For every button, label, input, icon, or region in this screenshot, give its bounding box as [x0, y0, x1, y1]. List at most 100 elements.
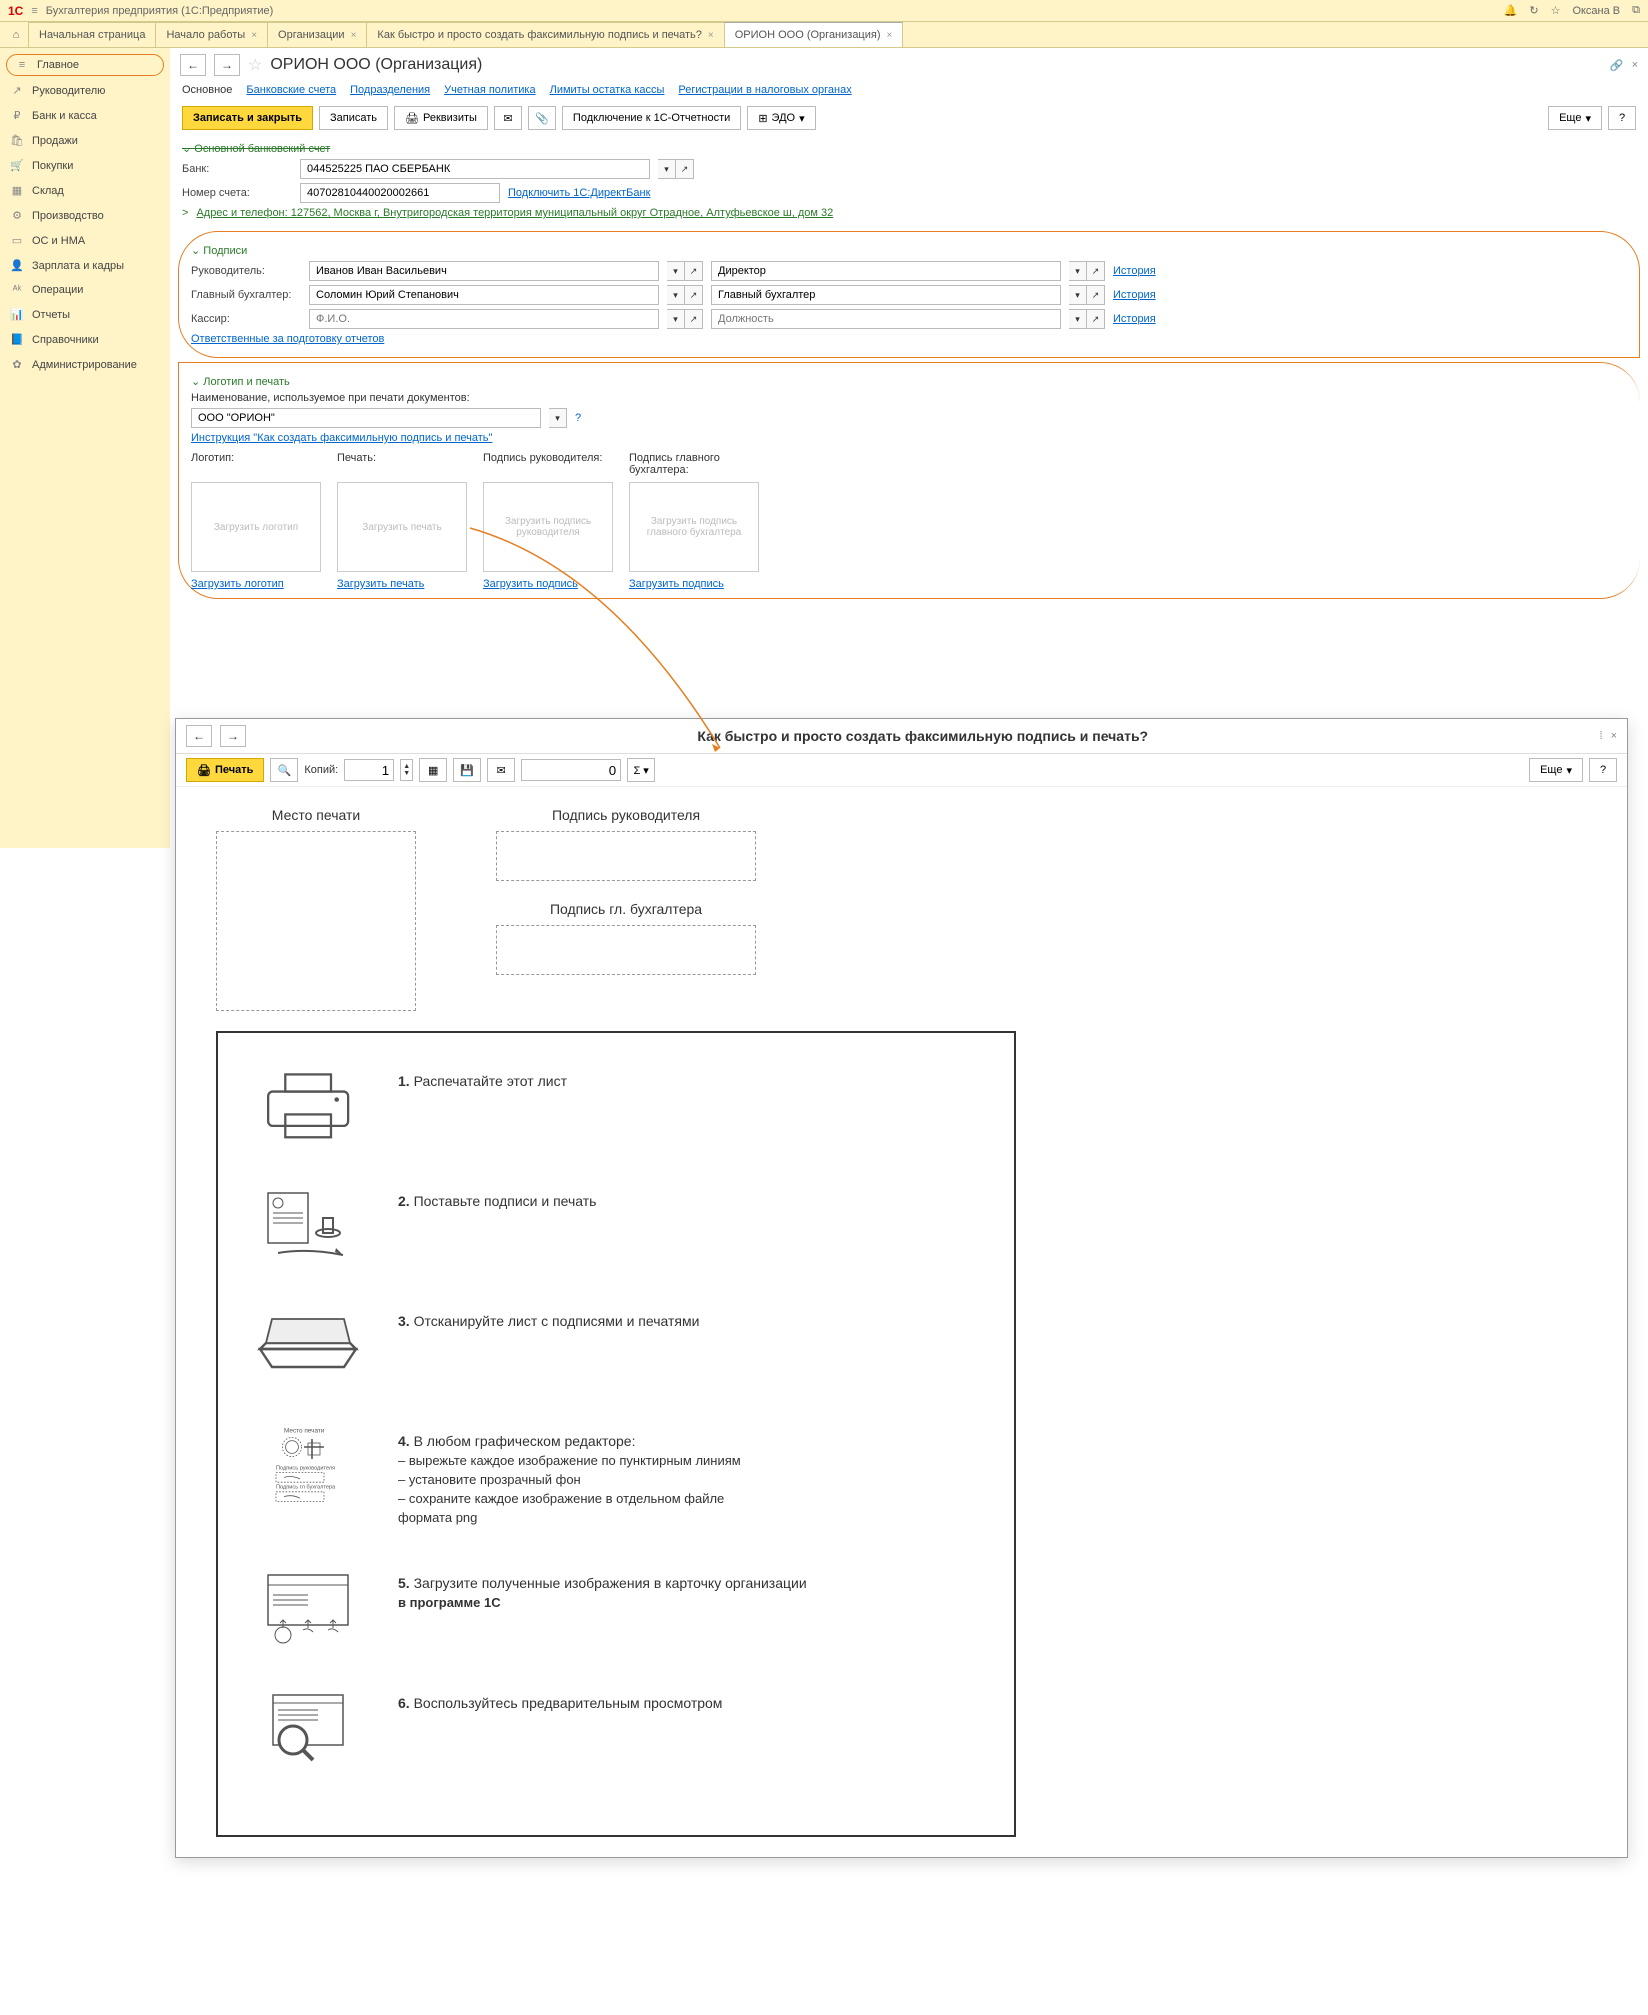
open-icon[interactable]: ↗: [685, 309, 703, 329]
sidebar-item-sales[interactable]: 🛍Продажи: [0, 128, 170, 153]
bell-icon[interactable]: 🔔: [1504, 4, 1518, 17]
favorite-icon[interactable]: ☆: [248, 55, 262, 75]
detach-icon[interactable]: ⁞: [1600, 730, 1603, 742]
sidebar-item-admin[interactable]: ✿Администрирование: [0, 352, 170, 377]
sidebar-item-manager[interactable]: ↗Руководителю: [0, 78, 170, 103]
upload-logo-link[interactable]: Загрузить логотип: [191, 578, 284, 590]
close-icon[interactable]: ×: [251, 30, 257, 41]
open-icon[interactable]: ↗: [685, 285, 703, 305]
preview-button[interactable]: 🔍: [270, 758, 298, 782]
subtab-divisions[interactable]: Подразделения: [350, 84, 430, 96]
save-close-button[interactable]: Записать и закрыть: [182, 106, 313, 130]
sidebar-item-operations[interactable]: ᴬᵏОперации: [0, 278, 170, 302]
upload-acc-sign-link[interactable]: Загрузить подпись: [629, 578, 724, 590]
upload-seal-link[interactable]: Загрузить печать: [337, 578, 424, 590]
dropdown-icon[interactable]: ▾: [1069, 261, 1087, 281]
account-input[interactable]: [300, 183, 500, 203]
section-logo[interactable]: Логотип и печать: [191, 375, 1628, 388]
cashier-input[interactable]: [309, 309, 659, 329]
sidebar-item-warehouse[interactable]: ▦Склад: [0, 178, 170, 203]
head-input[interactable]: [309, 261, 659, 281]
link-icon[interactable]: 🔗: [1610, 59, 1624, 72]
sidebar-item-production[interactable]: ⚙Производство: [0, 203, 170, 228]
open-icon[interactable]: ↗: [1087, 261, 1105, 281]
open-icon[interactable]: ↗: [1087, 309, 1105, 329]
open-icon[interactable]: ↗: [1087, 285, 1105, 305]
history-icon[interactable]: ↻: [1529, 4, 1538, 17]
sidebar-item-payroll[interactable]: 👤Зарплата и кадры: [0, 253, 170, 278]
more-button[interactable]: Еще ▾: [1529, 758, 1583, 782]
accountant-role-input[interactable]: [711, 285, 1061, 305]
menu-icon[interactable]: ≡: [31, 5, 37, 17]
tab-getting-started[interactable]: Начало работы×: [155, 22, 268, 47]
tab-organizations[interactable]: Организации×: [267, 22, 367, 47]
print-button[interactable]: 🖨 Печать: [186, 758, 264, 782]
save-button[interactable]: Записать: [319, 106, 388, 130]
sigma-button[interactable]: Σ ▾: [627, 758, 655, 782]
edo-button[interactable]: ⊞ ЭДО ▾: [747, 106, 815, 130]
sidebar-item-bank[interactable]: ₽Банк и касса: [0, 103, 170, 128]
dropdown-icon[interactable]: ▾: [549, 408, 567, 428]
upload-head-sign-link[interactable]: Загрузить подпись: [483, 578, 578, 590]
template-button[interactable]: ▦: [419, 758, 447, 782]
close-icon[interactable]: ×: [887, 30, 893, 41]
bank-input[interactable]: [300, 159, 650, 179]
mail-button[interactable]: ✉: [494, 106, 522, 130]
acc-sign-upload-box[interactable]: Загрузить подпись главного бухгалтера: [629, 482, 759, 572]
history-link[interactable]: История: [1113, 313, 1156, 325]
close-icon[interactable]: ×: [1611, 730, 1617, 742]
more-button[interactable]: Еще ▾: [1548, 106, 1602, 130]
tab-start-page[interactable]: Начальная страница: [28, 22, 156, 47]
star-icon[interactable]: ☆: [1551, 4, 1561, 17]
direct-bank-link[interactable]: Подключить 1С:ДиректБанк: [508, 187, 650, 199]
open-icon[interactable]: ↗: [676, 159, 694, 179]
sum-input[interactable]: [521, 759, 621, 781]
tab-orion[interactable]: ОРИОН ООО (Организация)×: [724, 22, 904, 47]
forward-button[interactable]: →: [214, 54, 240, 76]
home-icon[interactable]: ⌂: [4, 22, 28, 47]
forward-button[interactable]: →: [220, 725, 246, 747]
print-name-input[interactable]: [191, 408, 541, 428]
help-button[interactable]: ?: [1608, 106, 1636, 130]
stepper-up-icon[interactable]: ▲: [403, 763, 410, 770]
accountant-input[interactable]: [309, 285, 659, 305]
sidebar-item-reports[interactable]: 📊Отчеты: [0, 302, 170, 327]
head-role-input[interactable]: [711, 261, 1061, 281]
open-icon[interactable]: ↗: [685, 261, 703, 281]
close-icon[interactable]: ×: [708, 30, 714, 41]
close-icon[interactable]: ×: [1632, 59, 1638, 72]
seal-upload-box[interactable]: Загрузить печать: [337, 482, 467, 572]
save-file-button[interactable]: 💾: [453, 758, 481, 782]
cashier-role-input[interactable]: [711, 309, 1061, 329]
back-button[interactable]: ←: [186, 725, 212, 747]
back-button[interactable]: ←: [180, 54, 206, 76]
send-button[interactable]: ✉: [487, 758, 515, 782]
dropdown-icon[interactable]: ▾: [667, 285, 685, 305]
dropdown-icon[interactable]: ▾: [667, 261, 685, 281]
minimize-icon[interactable]: ⧉: [1632, 4, 1640, 17]
section-bank[interactable]: Основной банковский счет: [182, 142, 1636, 155]
requisites-button[interactable]: 🖨 Реквизиты: [394, 106, 488, 130]
dropdown-icon[interactable]: ▾: [1069, 285, 1087, 305]
connect-reporting-button[interactable]: Подключение к 1С-Отчетности: [562, 106, 741, 130]
subtab-bank-accounts[interactable]: Банковские счета: [246, 84, 336, 96]
subtab-main[interactable]: Основное: [182, 84, 232, 96]
user-name[interactable]: Оксана В: [1572, 5, 1620, 17]
history-link[interactable]: История: [1113, 265, 1156, 277]
tab-facsimile-help[interactable]: Как быстро и просто создать факсимильную…: [366, 22, 724, 47]
dropdown-icon[interactable]: ▾: [658, 159, 676, 179]
sidebar-item-main[interactable]: ≡Главное: [6, 54, 164, 76]
section-signatures[interactable]: Подписи: [191, 244, 1627, 257]
responsible-link[interactable]: Ответственные за подготовку отчетов: [191, 333, 384, 345]
attach-button[interactable]: 📎: [528, 106, 556, 130]
instructions-link[interactable]: Инструкция "Как создать факсимильную под…: [191, 432, 492, 444]
dropdown-icon[interactable]: ▾: [667, 309, 685, 329]
sidebar-item-catalogs[interactable]: 📘Справочники: [0, 327, 170, 352]
dropdown-icon[interactable]: ▾: [1069, 309, 1087, 329]
help-icon[interactable]: ?: [575, 412, 581, 424]
logo-upload-box[interactable]: Загрузить логотип: [191, 482, 321, 572]
subtab-cash-limits[interactable]: Лимиты остатка кассы: [550, 84, 665, 96]
subtab-policy[interactable]: Учетная политика: [444, 84, 535, 96]
subtab-tax-reg[interactable]: Регистрации в налоговых органах: [678, 84, 851, 96]
sidebar-item-assets[interactable]: ▭ОС и НМА: [0, 228, 170, 253]
